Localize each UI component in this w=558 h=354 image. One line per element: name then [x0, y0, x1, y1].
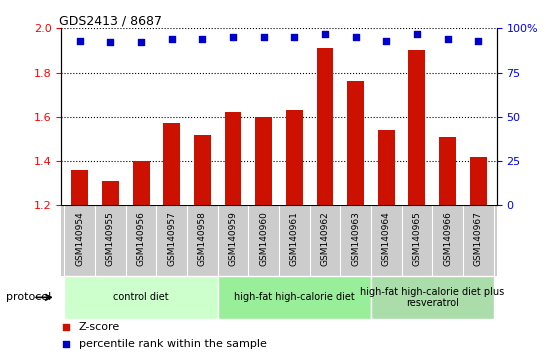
Text: GSM140964: GSM140964	[382, 211, 391, 266]
Text: Z-score: Z-score	[79, 321, 120, 332]
Text: GSM140966: GSM140966	[443, 211, 452, 266]
Bar	[71, 170, 88, 205]
Bar	[470, 156, 487, 205]
Bar	[133, 161, 150, 205]
Point	[351, 34, 360, 40]
Point	[412, 31, 421, 36]
Text: GSM140956: GSM140956	[137, 211, 146, 266]
Point	[198, 36, 207, 42]
Bar	[255, 117, 272, 205]
Bar	[218, 276, 371, 319]
Bar	[102, 181, 119, 205]
Point	[382, 38, 391, 44]
Point	[106, 40, 115, 45]
Bar	[64, 276, 218, 319]
Point	[474, 38, 483, 44]
Point	[167, 36, 176, 42]
Text: high-fat high-calorie diet: high-fat high-calorie diet	[234, 292, 355, 302]
Bar	[286, 110, 303, 205]
Point	[314, 114, 323, 120]
Point	[290, 34, 299, 40]
Point	[443, 36, 452, 42]
Text: GSM140961: GSM140961	[290, 211, 299, 266]
Text: GSM140963: GSM140963	[351, 211, 360, 266]
Text: GSM140954: GSM140954	[75, 211, 84, 266]
Point	[229, 34, 238, 40]
Text: GSM140967: GSM140967	[474, 211, 483, 266]
Text: GSM140960: GSM140960	[259, 211, 268, 266]
Text: GSM140958: GSM140958	[198, 211, 207, 266]
Text: GDS2413 / 8687: GDS2413 / 8687	[59, 14, 162, 27]
Bar	[163, 124, 180, 205]
Text: GSM140962: GSM140962	[320, 211, 329, 266]
Text: control diet: control diet	[113, 292, 169, 302]
Text: GSM140959: GSM140959	[229, 211, 238, 266]
Bar	[439, 137, 456, 205]
Bar	[347, 81, 364, 205]
Text: percentile rank within the sample: percentile rank within the sample	[79, 339, 267, 349]
Bar	[371, 276, 494, 319]
Bar	[224, 112, 242, 205]
Bar	[378, 130, 395, 205]
Bar	[408, 50, 425, 205]
Text: protocol: protocol	[6, 292, 51, 302]
Point	[137, 40, 146, 45]
Text: GSM140957: GSM140957	[167, 211, 176, 266]
Point	[75, 38, 84, 44]
Point	[259, 34, 268, 40]
Text: GSM140965: GSM140965	[412, 211, 421, 266]
Bar	[316, 48, 334, 205]
Bar	[194, 135, 211, 205]
Point	[320, 31, 329, 36]
Text: high-fat high-calorie diet plus
resveratrol: high-fat high-calorie diet plus resverat…	[360, 286, 504, 308]
Point	[314, 274, 323, 279]
Text: GSM140955: GSM140955	[106, 211, 115, 266]
